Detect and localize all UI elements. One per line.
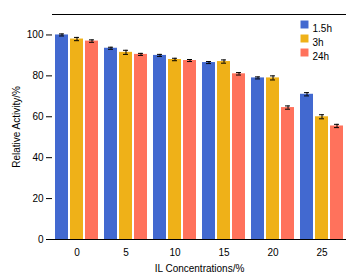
svg-text:15: 15	[218, 247, 230, 258]
svg-text:60: 60	[32, 111, 44, 122]
svg-text:0: 0	[74, 247, 80, 258]
svg-text:100: 100	[27, 29, 44, 40]
svg-text:5: 5	[123, 247, 129, 258]
svg-text:3h: 3h	[313, 37, 324, 48]
svg-text:Relative Activity/%: Relative Activity/%	[11, 86, 22, 168]
svg-text:20: 20	[32, 193, 44, 204]
svg-text:80: 80	[32, 70, 44, 81]
svg-text:10: 10	[169, 247, 181, 258]
svg-text:IL Concentrations/%: IL Concentrations/%	[155, 263, 245, 274]
svg-text:25: 25	[316, 247, 328, 258]
svg-text:24h: 24h	[313, 51, 330, 62]
svg-text:40: 40	[32, 152, 44, 163]
svg-text:20: 20	[267, 247, 279, 258]
svg-text:0: 0	[38, 234, 44, 245]
svg-text:1.5h: 1.5h	[313, 23, 332, 34]
